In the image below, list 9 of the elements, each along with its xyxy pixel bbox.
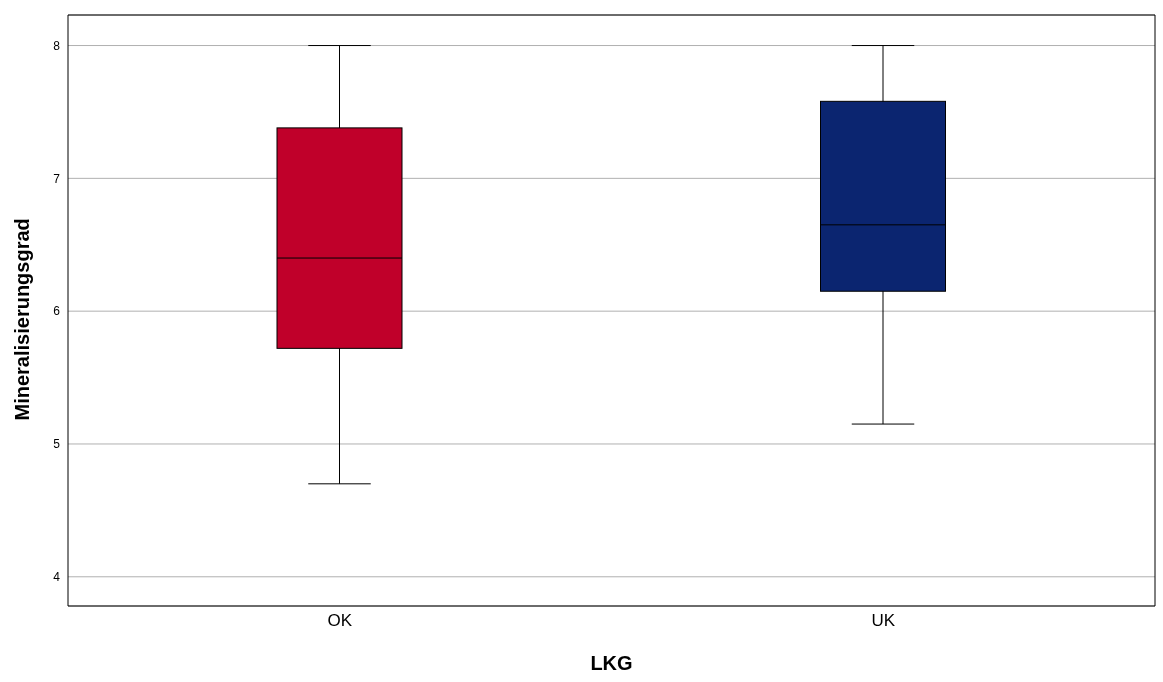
x-axis-title: LKG — [590, 652, 633, 674]
y-tick-label: 5 — [53, 437, 61, 452]
y-axis-title: Mineralisierungsgrad — [11, 218, 34, 421]
x-tick-label: UK — [871, 611, 896, 631]
x-tick-label: OK — [327, 611, 353, 631]
y-tick-label: 7 — [53, 171, 61, 186]
y-tick-label: 4 — [53, 570, 61, 585]
y-tick-label: 8 — [53, 38, 61, 53]
y-tick-label: 6 — [53, 304, 61, 319]
